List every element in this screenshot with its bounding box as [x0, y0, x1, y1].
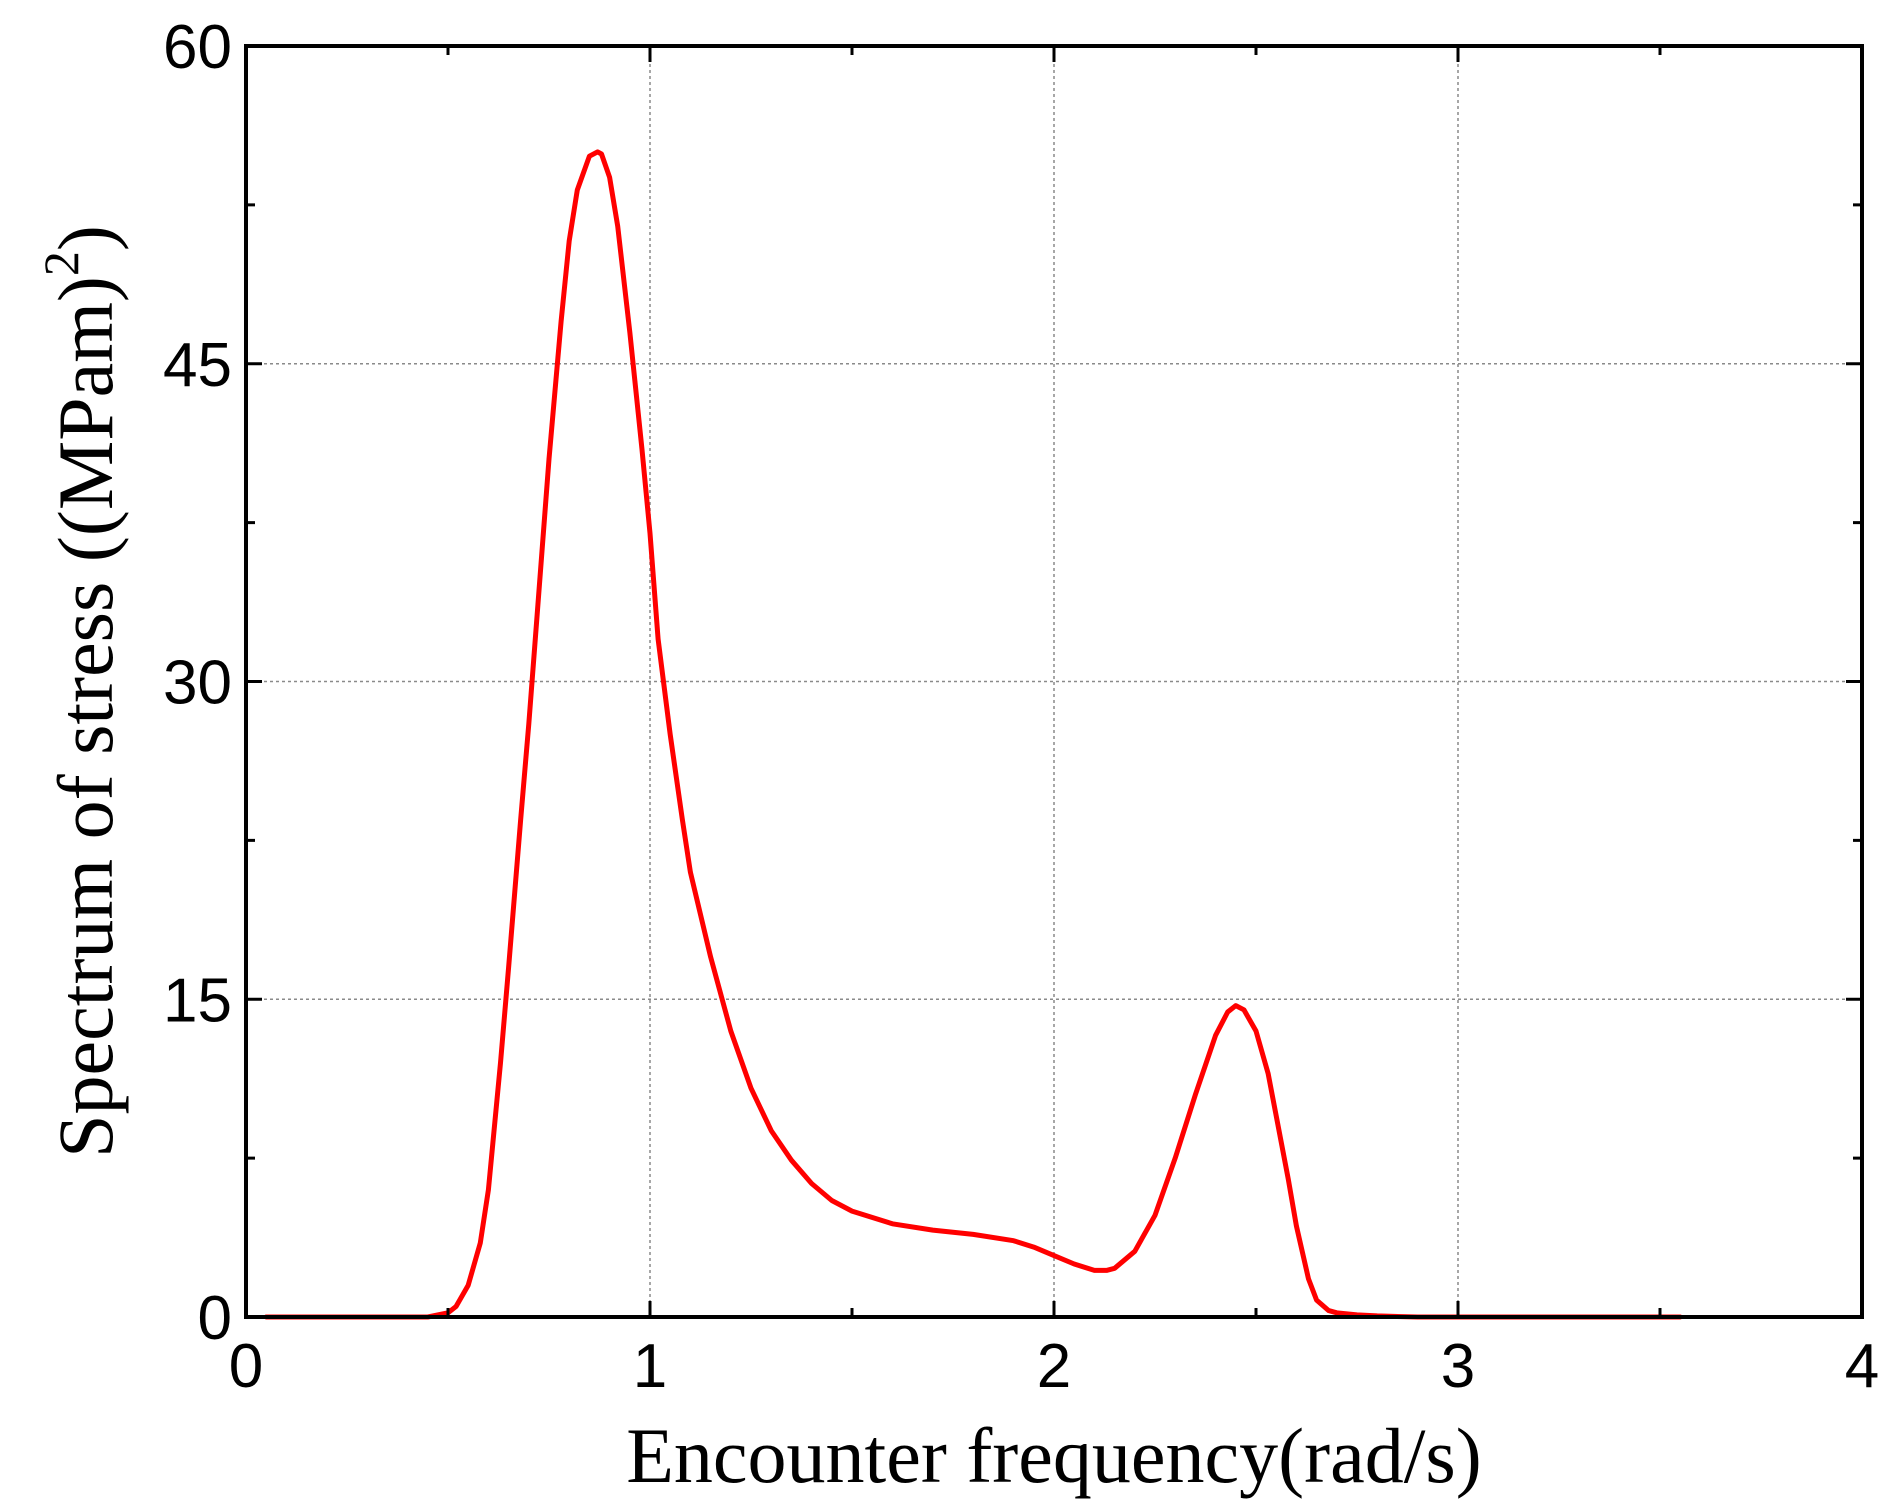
y-axis-title: Spectrum of stress ((MPam)2): [33, 225, 129, 1158]
x-axis-title: Encounter frequency(rad/s): [626, 1412, 1481, 1499]
y-axis-title-main: Spectrum of stress ((MPam): [42, 276, 129, 1158]
x-tick-label: 2: [1037, 1332, 1071, 1401]
y-tick-label: 15: [163, 966, 232, 1035]
y-axis-title-superscript: 2: [33, 251, 89, 276]
y-tick-label: 45: [163, 331, 232, 400]
grid-lines: [246, 46, 1862, 1317]
x-tick-label: 3: [1441, 1332, 1475, 1401]
tick-labels: 0 1 2 3 4 0 15 30 45 60: [163, 13, 1879, 1401]
y-tick-label: 60: [163, 13, 232, 82]
y-tick-label: 0: [198, 1284, 232, 1353]
x-tick-label: 1: [633, 1332, 667, 1401]
y-tick-label: 30: [163, 649, 232, 718]
series-line: [263, 149, 1683, 1320]
x-tick-label: 0: [229, 1332, 263, 1401]
x-tick-label: 4: [1845, 1332, 1879, 1401]
y-axis-title-close: ): [42, 225, 129, 251]
series-layer: [263, 149, 1683, 1320]
tick-marks: [244, 44, 1864, 1319]
